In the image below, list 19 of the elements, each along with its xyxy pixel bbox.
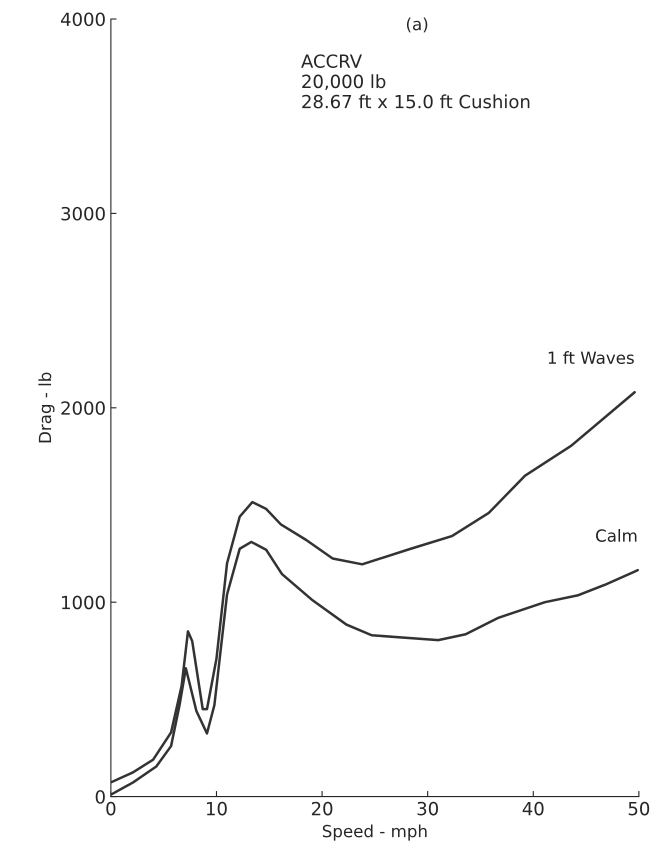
annotation: 20,000 lb	[302, 74, 386, 90]
y-tick-label: 1000	[62, 596, 105, 610]
annotation: ACCRV	[301, 54, 362, 68]
y-tick-label: 4000	[60, 12, 105, 26]
x-tick-label: 50	[628, 802, 650, 816]
x-tick-label: 30	[418, 802, 438, 816]
series-label: Calm	[596, 529, 636, 542]
y-tick-label: 0	[96, 790, 105, 804]
x-tick-label: 40	[522, 802, 544, 816]
x-tick-label: 0	[106, 802, 116, 816]
y-tick-label: 3000	[61, 206, 105, 221]
y-tick-label: 2000	[61, 401, 105, 415]
series-label: 1 ft Waves	[548, 351, 634, 364]
chart-title: (a)	[406, 17, 428, 32]
y-axis-title: Drag - lb	[38, 372, 55, 442]
annotation: 28.67 ft x 15.0 ft Cushion	[302, 94, 530, 108]
x-tick-label: 10	[206, 802, 227, 816]
x-axis-title: Speed - mph	[322, 824, 427, 841]
x-tick-label: 20	[312, 802, 332, 816]
